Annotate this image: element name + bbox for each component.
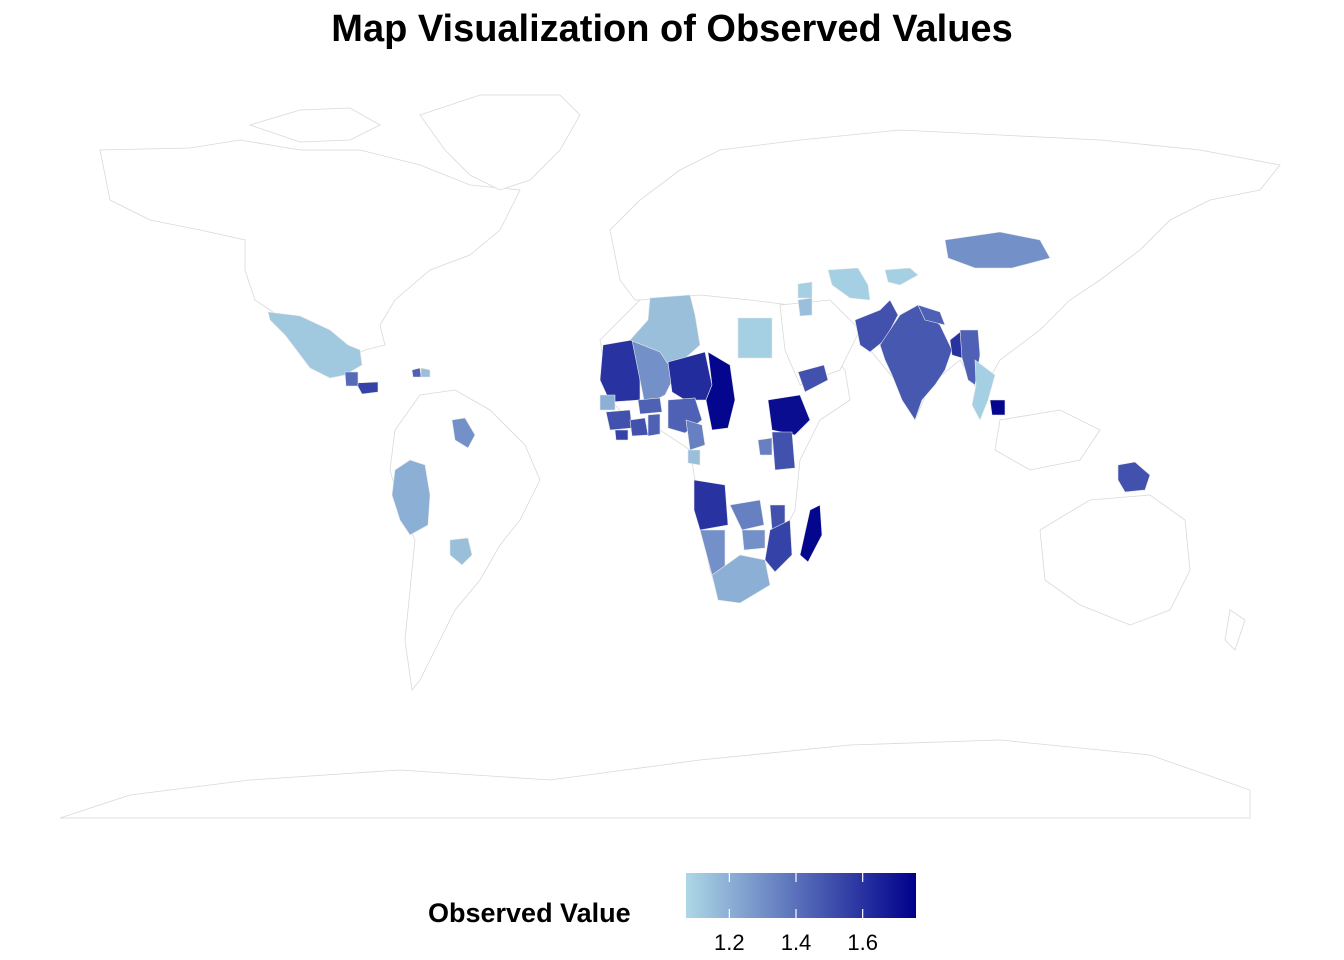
legend-tick-label: 1.6 (847, 930, 878, 955)
landmass-sea-islands (994, 409, 1101, 471)
landmass-australia (1039, 494, 1191, 626)
region-paraguay (449, 537, 473, 566)
regions-layer (267, 231, 1151, 604)
region-burkina-faso (637, 397, 663, 415)
region-honduras (355, 381, 379, 395)
region-sierra-leone (614, 429, 629, 441)
region-south-africa (711, 554, 771, 604)
region-uganda (757, 437, 773, 456)
landmass-arabia (779, 299, 861, 386)
region-uzbekistan (827, 267, 871, 301)
region-cambodia (989, 399, 1006, 416)
legend-colorbar (686, 873, 916, 918)
region-angola (693, 479, 729, 531)
land-base (59, 94, 1281, 819)
landmass-new-zealand (1224, 609, 1246, 651)
legend-title: Observed Value (428, 898, 631, 928)
legend-tick-label: 1.4 (780, 930, 812, 955)
region-papua-new-guinea (1117, 461, 1151, 493)
landmass-arctic-islands (248, 107, 381, 143)
region-guinea (605, 409, 633, 431)
landmass-north-america (99, 139, 521, 366)
region-egypt (737, 317, 773, 359)
region-syria (797, 281, 813, 299)
region-zambia (729, 499, 765, 531)
region-cameroon (685, 419, 706, 451)
region-haiti (411, 367, 422, 378)
region-myanmar (959, 329, 981, 386)
region-dominican-republic (420, 367, 431, 378)
region-kenya (771, 431, 796, 471)
region-kyrgyzstan (884, 267, 919, 286)
region-senegal (599, 394, 616, 411)
region-madagascar (799, 504, 823, 563)
region-mongolia (944, 231, 1051, 269)
region-ghana (647, 413, 661, 437)
region-guatemala (344, 371, 359, 387)
region-jordan (797, 297, 813, 317)
region-thailand (971, 359, 996, 421)
region-chad (705, 351, 736, 431)
region-zimbabwe (741, 529, 766, 551)
region-guyana (451, 417, 476, 449)
region-gabon (687, 449, 701, 466)
region-ethiopia (767, 394, 811, 436)
region-peru (391, 459, 431, 536)
landmass-antarctica (59, 739, 1251, 819)
landmass-greenland (419, 94, 581, 191)
region-nepal (917, 304, 946, 326)
region-cote-d-ivoire (629, 417, 649, 437)
region-yemen (797, 364, 829, 393)
legend-tick-label: 1.2 (714, 930, 745, 955)
region-mozambique (764, 519, 793, 573)
map-title: Map Visualization of Observed Values (331, 8, 1013, 50)
